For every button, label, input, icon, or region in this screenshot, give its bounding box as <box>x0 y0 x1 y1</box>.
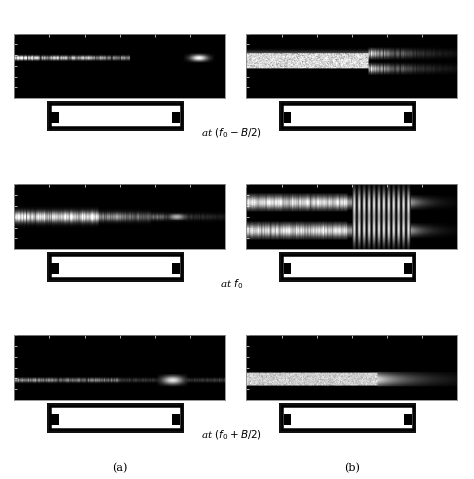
Bar <box>172 414 180 425</box>
Bar <box>404 414 412 425</box>
Text: (b): (b) <box>344 463 360 474</box>
Bar <box>172 112 180 124</box>
Bar <box>283 263 292 274</box>
Bar <box>51 414 59 425</box>
Bar <box>51 263 59 274</box>
Bar <box>283 112 292 124</box>
Bar <box>172 263 180 274</box>
Text: (a): (a) <box>112 463 128 474</box>
Bar <box>404 112 412 124</box>
Bar <box>283 414 292 425</box>
Bar <box>51 112 59 124</box>
Text: at $f_0$: at $f_0$ <box>219 277 243 291</box>
Bar <box>404 263 412 274</box>
Text: at $(f_0-B/2)$: at $(f_0-B/2)$ <box>201 126 262 140</box>
Text: at $(f_0+B/2)$: at $(f_0+B/2)$ <box>201 428 262 442</box>
